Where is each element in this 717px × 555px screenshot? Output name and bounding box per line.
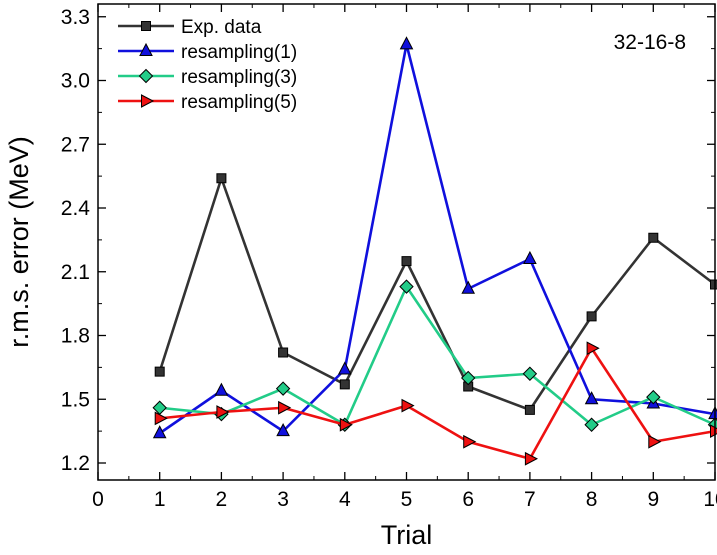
data-point (337, 361, 352, 375)
data-point (463, 434, 477, 449)
legend-marker (138, 68, 154, 84)
data-point (710, 279, 717, 290)
data-point (214, 382, 229, 396)
data-point (154, 411, 168, 426)
data-point (401, 256, 412, 267)
data-point (524, 451, 538, 466)
data-point (278, 347, 289, 358)
series-1 (154, 173, 717, 415)
legend-item: resampling(1) (118, 42, 297, 63)
legend-label: resampling(3) (181, 67, 297, 88)
data-point (154, 366, 165, 377)
data-point (584, 391, 599, 405)
legend-item: resampling(3) (118, 67, 297, 88)
data-point (461, 280, 476, 294)
y-tick-label: 1.2 (61, 452, 90, 475)
data-point (584, 417, 599, 432)
data-point (278, 400, 292, 415)
legend-marker (141, 21, 151, 31)
series-line (159, 346, 716, 461)
data-point (460, 370, 476, 386)
x-tick-label: 6 (462, 488, 474, 511)
data-point (586, 341, 600, 356)
y-tick-label: 3.3 (61, 6, 90, 29)
legend-label: resampling(1) (181, 42, 297, 63)
y-axis-title: r.m.s. error (MeV) (4, 136, 34, 348)
x-tick-label: 8 (586, 488, 598, 511)
legend-marker (141, 94, 155, 108)
data-point (399, 36, 414, 50)
legend-item: resampling(5) (118, 92, 297, 113)
data-point (523, 250, 537, 264)
data-point (339, 379, 350, 390)
data-point (399, 279, 414, 294)
x-tick-label: 1 (154, 488, 166, 511)
x-tick-label: 10 (703, 488, 717, 511)
series-4 (154, 341, 717, 466)
x-tick-label: 7 (524, 488, 536, 511)
chart-annotation: 32-16-8 (614, 31, 686, 54)
x-tick-label: 0 (92, 488, 104, 511)
data-point (648, 232, 659, 243)
y-tick-label: 2.7 (61, 133, 90, 156)
legend-label: resampling(5) (181, 92, 297, 113)
legend-label: Exp. data (181, 17, 262, 38)
data-point (524, 404, 535, 415)
x-tick-label: 4 (339, 488, 351, 511)
tick-labels: 0 1 2 3 4 5 6 7 8 9 10 1.2 1.5 1.8 2.1 2.4 2.7 3.0 3.3 (61, 6, 717, 511)
series-line (159, 285, 716, 427)
x-axis-title: Trial (381, 520, 433, 550)
legend-item: Exp. data (118, 17, 262, 38)
plot-frame (97, 3, 716, 481)
data-point (275, 381, 291, 396)
data-point (216, 173, 227, 184)
series-layer (152, 36, 717, 466)
y-tick-label: 2.1 (61, 261, 90, 284)
x-tick-label: 3 (277, 488, 289, 511)
data-point (339, 417, 353, 432)
data-point (586, 311, 597, 322)
x-tick-label: 9 (647, 488, 659, 511)
data-point (522, 366, 538, 381)
data-point (276, 423, 290, 437)
series-line (158, 176, 716, 412)
legend-marker (139, 42, 153, 56)
data-point (646, 389, 661, 405)
legend: Exp. data resampling(1) resampling(3) resam… (118, 17, 297, 113)
data-point (401, 398, 415, 413)
x-tick-label: 5 (401, 488, 413, 511)
data-point (152, 425, 167, 439)
y-tick-label: 1.5 (61, 388, 90, 411)
data-point (648, 434, 662, 449)
data-point (216, 405, 230, 419)
y-tick-label: 1.8 (61, 325, 90, 348)
y-tick-label: 3.0 (61, 70, 90, 93)
x-tick-label: 2 (216, 488, 228, 511)
y-tick-label: 2.4 (61, 197, 91, 220)
